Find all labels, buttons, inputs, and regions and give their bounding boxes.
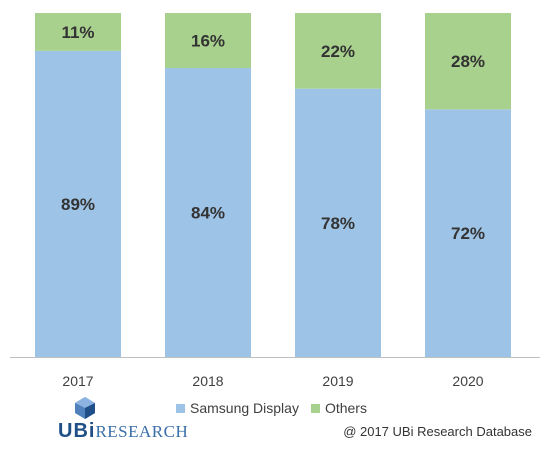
legend-swatch-others xyxy=(310,403,320,413)
data-label-others-2019: 22% xyxy=(321,42,355,61)
bar-others-2017 xyxy=(35,13,121,51)
data-label-others-2017: 11% xyxy=(61,23,94,42)
data-labels-group: 89% 11% 84% 16% 78% 22% 72% 28% xyxy=(61,23,485,243)
legend-item-others: Others xyxy=(310,400,367,416)
x-tick-label-2017: 2017 xyxy=(62,373,93,389)
legend-label-samsung: Samsung Display xyxy=(190,400,299,416)
legend: Samsung Display Others xyxy=(176,400,379,416)
bar-samsung-display-2019 xyxy=(295,88,381,358)
source-note: @ 2017 UBi Research Database xyxy=(343,424,532,439)
logo-wordmark: UBiRESEARCH xyxy=(58,420,188,443)
data-label-samsung-display-2017: 89% xyxy=(61,195,95,214)
legend-swatch-samsung xyxy=(176,403,185,413)
x-tick-label-2019: 2019 xyxy=(322,373,353,389)
stacked-bar-chart: 89% 11% 84% 16% 78% 22% 72% 28% 2017 2018 2019 202… xyxy=(10,13,540,389)
bar-samsung-display-2020 xyxy=(425,109,511,357)
legend-label-others: Others xyxy=(324,400,367,416)
x-tick-labels: 2017 2018 2019 2020 xyxy=(62,373,483,389)
bar-samsung-display-2018 xyxy=(165,68,251,357)
logo-gem-icon xyxy=(75,397,95,419)
x-tick-label-2018: 2018 xyxy=(192,373,223,389)
bar-others-2020 xyxy=(425,13,511,110)
data-label-others-2018: 16% xyxy=(191,32,225,51)
bar-others-2018 xyxy=(165,13,251,69)
x-tick-label-2020: 2020 xyxy=(452,373,483,389)
data-label-samsung-display-2018: 84% xyxy=(191,204,225,223)
legend-item-samsung: Samsung Display xyxy=(176,400,299,416)
logo-text: RESEARCH xyxy=(95,422,189,441)
bar-others-2019 xyxy=(295,13,381,89)
data-label-others-2020: 28% xyxy=(451,52,485,71)
bars-group xyxy=(35,13,511,358)
bar-samsung-display-2017 xyxy=(35,50,121,358)
data-label-samsung-display-2020: 72% xyxy=(451,224,485,243)
ubi-research-logo: UBiRESEARCH xyxy=(58,396,188,446)
data-label-samsung-display-2019: 78% xyxy=(321,214,355,233)
logo-mark: UBi xyxy=(58,420,96,442)
